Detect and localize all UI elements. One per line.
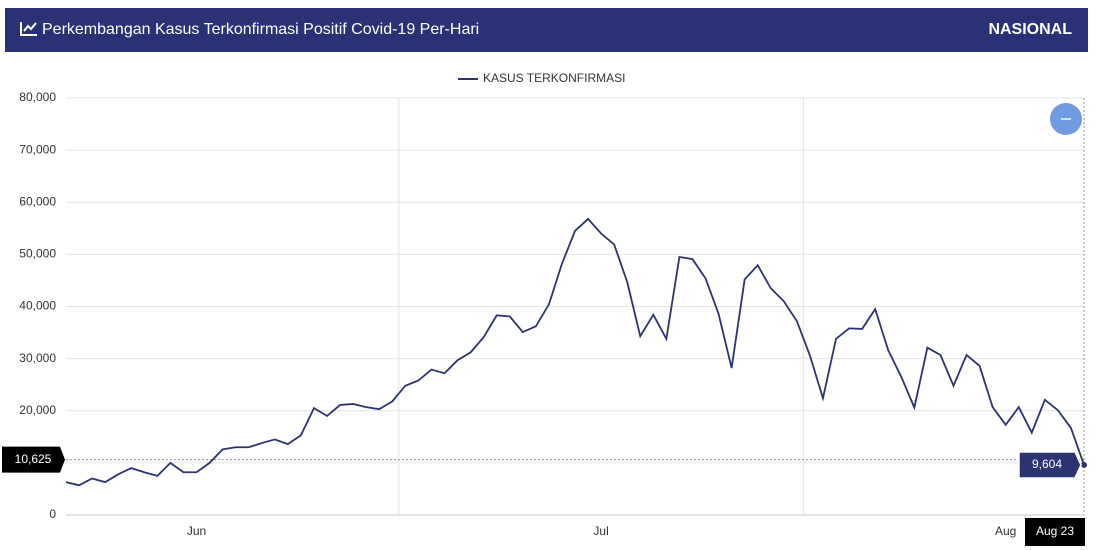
x-tick-label: Jun [187,524,206,538]
zoom-out-button[interactable] [1050,103,1082,135]
y-tick-label: 20,000 [19,403,56,417]
tooltip-box [1018,451,1082,479]
y-tick-label: 0 [49,507,56,521]
crosshair-label: 10,625 [15,452,52,466]
x-tick-label: Aug [995,524,1016,538]
chart-title: Perkembangan Kasus Terkonfirmasi Positif… [42,21,479,38]
x-crosshair-label: Aug 23 [1036,524,1074,538]
hover-point [1081,461,1087,468]
y-tick-label: 30,000 [19,351,56,365]
plot: 010,00020,00030,00040,00050,00060,00070,… [2,71,1087,546]
region-label: NASIONAL [988,21,1072,38]
x-tick-label: Jul [593,524,608,538]
x-crosshair-tag [1025,518,1085,546]
y-tick-label: 50,000 [19,247,56,261]
header-bar [5,8,1088,52]
crosshair-tag [2,446,65,473]
y-tick-label: 40,000 [19,299,56,313]
chart-icon [20,22,37,36]
legend-label: KASUS TERKONFIRMASI [483,71,625,85]
tooltip-label: 9,604 [1032,457,1062,471]
y-tick-label: 70,000 [19,142,56,156]
y-tick-label: 80,000 [19,90,56,104]
series-line [65,217,1085,487]
y-tick-label: 60,000 [19,194,56,208]
